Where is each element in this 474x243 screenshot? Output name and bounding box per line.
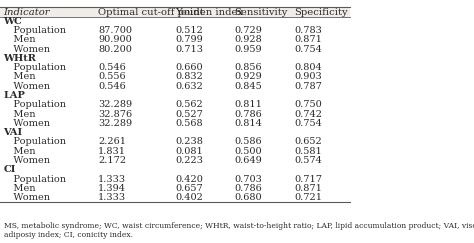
Text: Women: Women [3,193,49,202]
Text: 0.562: 0.562 [175,100,203,109]
Text: 0.799: 0.799 [175,35,203,44]
Text: 2.261: 2.261 [98,137,126,146]
Text: 0.811: 0.811 [235,100,263,109]
Text: Men: Men [3,184,35,193]
Text: 0.804: 0.804 [294,63,322,72]
Text: 0.959: 0.959 [235,44,262,53]
Text: 0.081: 0.081 [175,147,203,156]
Text: 0.713: 0.713 [175,44,203,53]
Text: 32.289: 32.289 [98,100,132,109]
Text: 0.223: 0.223 [175,156,203,165]
Text: Indicator: Indicator [3,8,50,17]
Text: 0.786: 0.786 [235,184,263,193]
Text: Specificity: Specificity [294,8,348,17]
Text: 0.903: 0.903 [294,72,322,81]
Text: Men: Men [3,110,35,119]
Text: 0.632: 0.632 [175,82,203,91]
Text: 1.333: 1.333 [98,193,126,202]
Text: Population: Population [3,174,65,183]
Text: 0.527: 0.527 [175,110,203,119]
Text: Youden index: Youden index [175,8,243,17]
Text: Population: Population [3,63,65,72]
Text: 87.700: 87.700 [98,26,132,35]
Text: 0.652: 0.652 [294,137,322,146]
Text: 32.876: 32.876 [98,110,132,119]
Text: 0.586: 0.586 [235,137,262,146]
Text: 0.871: 0.871 [294,35,322,44]
Text: Sensitivity: Sensitivity [235,8,288,17]
Text: 0.742: 0.742 [294,110,322,119]
Text: Population: Population [3,100,65,109]
Text: 0.928: 0.928 [235,35,263,44]
Text: Population: Population [3,137,65,146]
Text: Women: Women [3,119,49,128]
Text: Women: Women [3,82,49,91]
Text: 0.754: 0.754 [294,119,322,128]
Text: VAI: VAI [3,128,23,137]
Text: 0.845: 0.845 [235,82,263,91]
Text: 0.512: 0.512 [175,26,203,35]
Text: LAP: LAP [3,91,26,100]
Text: Men: Men [3,147,35,156]
Text: 0.680: 0.680 [235,193,262,202]
Text: 0.546: 0.546 [98,82,126,91]
Text: 32.289: 32.289 [98,119,132,128]
Text: WC: WC [3,17,22,26]
Text: 0.787: 0.787 [294,82,322,91]
Text: 0.729: 0.729 [235,26,263,35]
Text: 2.172: 2.172 [98,156,126,165]
Text: 0.929: 0.929 [235,72,263,81]
Text: 1.333: 1.333 [98,174,126,183]
Text: Men: Men [3,72,35,81]
Text: Women: Women [3,44,49,53]
Text: 1.394: 1.394 [98,184,126,193]
Text: 0.500: 0.500 [235,147,262,156]
Text: 0.574: 0.574 [294,156,322,165]
Text: 0.660: 0.660 [175,63,203,72]
Text: 0.238: 0.238 [175,137,203,146]
Text: Optimal cut-off point: Optimal cut-off point [98,8,204,17]
Text: 0.657: 0.657 [175,184,203,193]
Text: 0.703: 0.703 [235,174,263,183]
Text: 0.832: 0.832 [175,72,203,81]
Text: 0.568: 0.568 [175,119,203,128]
Text: Men: Men [3,35,35,44]
Text: 0.783: 0.783 [294,26,322,35]
Text: 0.814: 0.814 [235,119,263,128]
Text: 0.750: 0.750 [294,100,322,109]
Text: 0.754: 0.754 [294,44,322,53]
FancyBboxPatch shape [0,7,350,17]
Text: MS, metabolic syndrome; WC, waist circumference; WHtR, waist-to-height ratio; LA: MS, metabolic syndrome; WC, waist circum… [3,222,474,239]
Text: 0.546: 0.546 [98,63,126,72]
Text: 1.831: 1.831 [98,147,126,156]
Text: 0.402: 0.402 [175,193,203,202]
Text: 0.717: 0.717 [294,174,322,183]
Text: 0.556: 0.556 [98,72,126,81]
Text: 80.200: 80.200 [98,44,132,53]
Text: 90.900: 90.900 [98,35,132,44]
Text: Population: Population [3,26,65,35]
Text: 0.856: 0.856 [235,63,262,72]
Text: 0.786: 0.786 [235,110,263,119]
Text: WHtR: WHtR [3,54,36,63]
Text: Women: Women [3,156,49,165]
Text: 0.420: 0.420 [175,174,203,183]
Text: 0.649: 0.649 [235,156,263,165]
Text: 0.581: 0.581 [294,147,322,156]
Text: 0.871: 0.871 [294,184,322,193]
Text: 0.721: 0.721 [294,193,322,202]
Text: CI: CI [3,165,16,174]
